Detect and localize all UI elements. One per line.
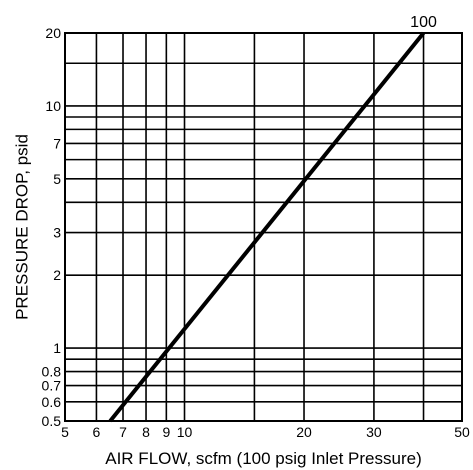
y-tick-labels: 0.5 0.60.70.8 1 2 3 5 7 10 20 <box>42 25 62 429</box>
series-line-100 <box>108 31 426 423</box>
y-tick-label: 10 <box>45 98 61 114</box>
y-axis-title: PRESSURE DROP, psid <box>13 134 32 320</box>
y-tick-label: 5 <box>53 171 61 187</box>
x-axis-title: AIR FLOW, scfm (100 psig Inlet Pressure) <box>105 449 421 468</box>
x-tick-label: 50 <box>454 424 470 440</box>
x-tick-label: 30 <box>366 424 382 440</box>
x-tick-label: 10 <box>177 424 193 440</box>
x-tick-label: 5 <box>61 424 69 440</box>
y-tick-label: 0.7 <box>42 378 62 394</box>
series-label-100: 100 <box>410 14 437 31</box>
x-tick-label: 7 <box>119 424 127 440</box>
x-tick-label: 6 <box>93 424 101 440</box>
x-tick-label: 20 <box>296 424 312 440</box>
x-tick-label: 8 <box>142 424 150 440</box>
y-tick-label: 0.5 <box>42 413 62 429</box>
y-tick-label: 1 <box>53 340 61 356</box>
y-tick-label: 0.8 <box>42 364 62 380</box>
y-tick-label: 0.6 <box>42 394 62 410</box>
y-tick-label: 20 <box>45 25 61 41</box>
grid-lines <box>65 33 462 421</box>
x-tick-label: 9 <box>162 424 170 440</box>
y-tick-label: 3 <box>53 225 61 241</box>
y-tick-label: 7 <box>53 135 61 151</box>
plot-frame <box>64 32 463 422</box>
y-tick-label: 2 <box>53 267 61 283</box>
x-tick-labels: 5 6 7 8 9 10 20 30 50 <box>61 424 470 440</box>
